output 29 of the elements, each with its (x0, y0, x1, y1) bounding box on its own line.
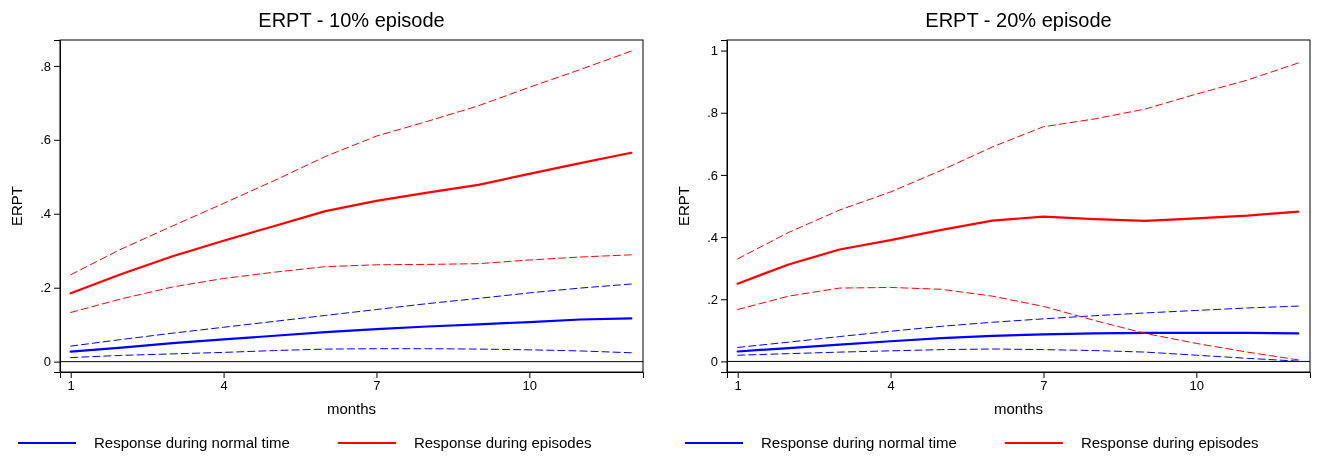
y-tick-label: .8 (40, 58, 51, 74)
legend-label: Response during episodes (1080, 434, 1259, 451)
y-axis-title: ERPT (675, 185, 692, 227)
x-tick-label: 4 (220, 378, 228, 394)
legend-label: Response during episodes (413, 434, 592, 451)
x-tick-label: 10 (522, 378, 538, 394)
chart-title: ERPT - 20% episode (925, 9, 1112, 31)
legend-label: Response during normal time (94, 434, 290, 451)
x-tick-label: 1 (67, 378, 75, 394)
y-tick-label: .6 (40, 132, 51, 148)
x-axis-title: months (326, 400, 377, 417)
legend-label: Response during normal time (761, 434, 957, 451)
y-tick-label: .4 (707, 229, 718, 245)
y-tick-label: .2 (40, 280, 51, 296)
x-tick-label: 7 (1040, 378, 1048, 394)
x-tick-label: 7 (373, 378, 381, 394)
x-tick-label: 1 (734, 378, 742, 394)
x-tick-label: 4 (887, 378, 895, 394)
chart-title: ERPT - 10% episode (258, 9, 445, 31)
x-axis-title: months (993, 400, 1044, 417)
y-tick-label: 1 (710, 43, 718, 59)
y-tick-label: .6 (707, 167, 718, 183)
y-axis-title: ERPT (8, 185, 25, 227)
y-tick-label: .8 (707, 105, 718, 121)
y-tick-label: .4 (40, 206, 51, 222)
y-tick-label: .2 (707, 291, 718, 307)
y-tick-label: 0 (710, 354, 718, 370)
y-tick-label: 0 (43, 354, 51, 370)
x-tick-label: 10 (1189, 378, 1205, 394)
